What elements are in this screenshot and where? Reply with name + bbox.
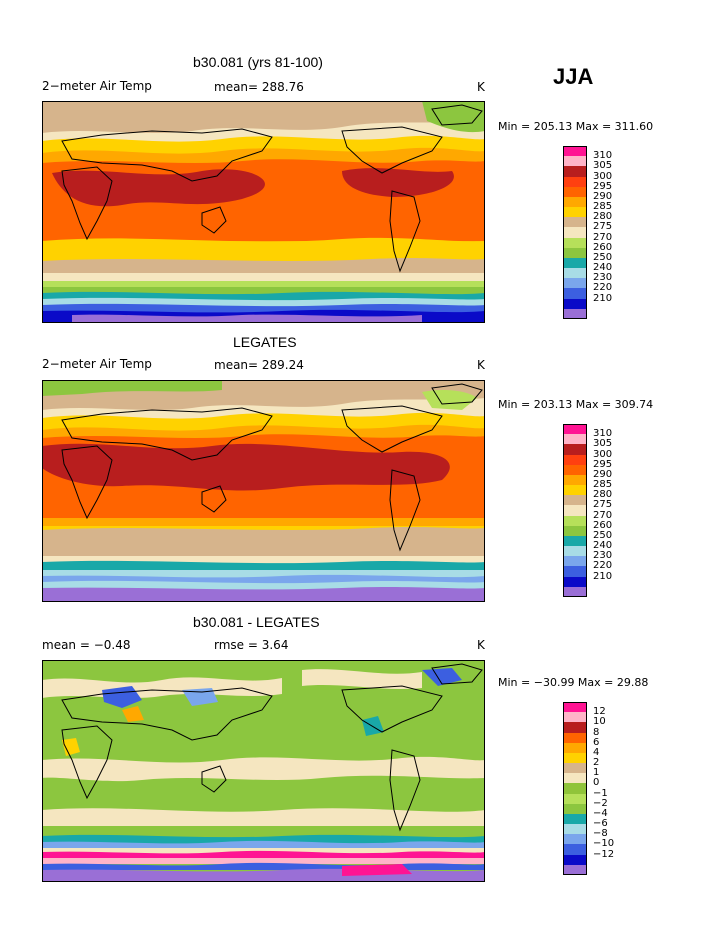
panel-2-mean-label: mean= 289.24	[214, 358, 304, 372]
colorbar-frame	[563, 424, 587, 597]
panel-3-units: K	[477, 638, 485, 652]
colorbar-tick-label: −12	[593, 848, 615, 860]
colorbar-tick-label: 270	[593, 231, 613, 243]
panel-2-temperature-bands	[42, 380, 485, 602]
colorbar-frame	[563, 146, 587, 319]
colorbar-tick-label: 260	[593, 519, 613, 531]
panel-1-colorbar: 310 305 300 295 290 285 280 275 270 260 250 240 230 2…	[563, 146, 623, 320]
colorbar-tick-label: −4	[593, 807, 608, 819]
colorbar-tick-label: 210	[593, 570, 613, 582]
colorbar-tick-label: 4	[593, 746, 600, 758]
colorbar-tick-label: −2	[593, 797, 608, 809]
panel-2-units: K	[477, 358, 485, 372]
colorbar-tick-label: 210	[593, 292, 613, 304]
panel-2-colorbar: 310 305 300 295 290 285 280 275 270 260 250 240 230 2…	[563, 424, 623, 598]
colorbar-tick-label: 240	[593, 262, 613, 274]
panel-1-minmax: Min = 205.13 Max = 311.60	[498, 120, 654, 133]
colorbar-tick-label: 240	[593, 540, 613, 552]
panel-1-map-frame	[42, 101, 485, 323]
panel-3-rmse-label: rmse = 3.64	[214, 638, 289, 652]
panel-1-map	[42, 101, 485, 323]
colorbar-tick-label: 0	[593, 777, 600, 789]
panel-2-map	[42, 380, 485, 602]
panel-3-colorbar: 12 10 8 6 4 2 1 0 −1 −2 −4 −6 −8 −10 −12	[563, 702, 623, 876]
colorbar-frame	[563, 702, 587, 875]
colorbar-tick-label: 305	[593, 160, 613, 172]
colorbar-tick-label: 12	[593, 706, 606, 718]
colorbar-tick-label: −1	[593, 787, 608, 799]
panel-3-map-frame	[42, 660, 485, 882]
colorbar-tick-label: −8	[593, 828, 608, 840]
panel-3-title: b30.081 - LEGATES	[193, 614, 320, 630]
panel-2-title: LEGATES	[233, 334, 297, 350]
colorbar-tick-label: 295	[593, 180, 613, 192]
colorbar-tick-label: 230	[593, 272, 613, 284]
panel-1-temperature-bands	[42, 101, 485, 323]
colorbar-tick-label: 310	[593, 428, 613, 440]
colorbar-tick-label: 250	[593, 251, 613, 263]
colorbar-tick-label: 260	[593, 241, 613, 253]
colorbar-tick-label: 220	[593, 560, 613, 572]
colorbar-tick-label: 300	[593, 170, 613, 182]
panel-1-title: b30.081 (yrs 81-100)	[193, 54, 323, 70]
colorbar-tick-label: 310	[593, 150, 613, 162]
colorbar-tick-label: 1	[593, 767, 600, 779]
colorbar-tick-label: 285	[593, 201, 613, 213]
panel-3-map	[42, 660, 485, 882]
colorbar-tick-label: 280	[593, 489, 613, 501]
panel-1-variable-label: 2−meter Air Temp	[42, 79, 152, 93]
panel-1-units: K	[477, 80, 485, 94]
colorbar-tick-label: 230	[593, 550, 613, 562]
panel-1-mean-label: mean= 288.76	[214, 80, 304, 94]
colorbar-tick-label: 305	[593, 438, 613, 450]
colorbar-tick-label: 8	[593, 726, 600, 738]
colorbar-tick-label: 295	[593, 458, 613, 470]
panel-3-minmax: Min = −30.99 Max = 29.88	[498, 676, 649, 689]
colorbar-tick-label: −10	[593, 838, 615, 850]
panel-2-variable-label: 2−meter Air Temp	[42, 357, 152, 371]
colorbar-tick-label: 275	[593, 221, 613, 233]
colorbar-tick-label: 10	[593, 716, 606, 728]
colorbar-tick-label: 2	[593, 757, 600, 769]
panel-3-difference-bands	[42, 660, 485, 882]
colorbar-tick-label: 270	[593, 509, 613, 521]
colorbar-tick-label: 290	[593, 190, 613, 202]
colorbar-tick-label: 6	[593, 736, 600, 748]
panel-2-minmax: Min = 203.13 Max = 309.74	[498, 398, 654, 411]
panel-3-coastlines	[61, 663, 483, 832]
panel-3-mean-label: mean = −0.48	[42, 638, 131, 652]
colorbar-tick-label: 275	[593, 499, 613, 511]
panel-2-map-frame	[42, 380, 485, 602]
panel-2-coastlines	[61, 383, 483, 552]
colorbar-tick-label: −6	[593, 818, 608, 830]
colorbar-tick-label: 285	[593, 479, 613, 491]
panel-1-coastlines	[61, 104, 483, 273]
colorbar-tick-label: 220	[593, 282, 613, 294]
season-label: JJA	[553, 64, 594, 89]
colorbar-tick-label: 300	[593, 448, 613, 460]
colorbar-tick-label: 290	[593, 468, 613, 480]
colorbar-tick-label: 280	[593, 211, 613, 223]
colorbar-tick-label: 250	[593, 529, 613, 541]
